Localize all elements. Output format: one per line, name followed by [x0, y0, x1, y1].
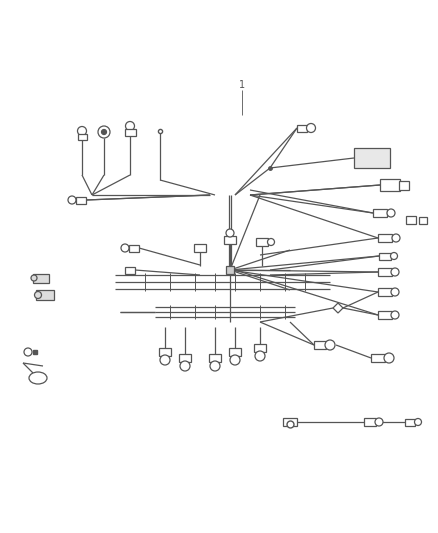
Bar: [179, 354, 191, 362]
Bar: [379, 253, 391, 260]
Bar: [373, 209, 387, 217]
Circle shape: [121, 244, 129, 252]
Bar: [209, 354, 221, 362]
Bar: [224, 236, 236, 244]
Bar: [378, 288, 392, 296]
Bar: [76, 197, 86, 204]
Circle shape: [98, 126, 110, 138]
Bar: [354, 148, 390, 168]
Circle shape: [375, 418, 383, 426]
Polygon shape: [333, 303, 343, 313]
Bar: [33, 273, 49, 282]
Bar: [297, 125, 307, 132]
Circle shape: [78, 126, 86, 135]
Bar: [256, 238, 268, 246]
Circle shape: [31, 275, 37, 281]
Text: 1: 1: [239, 80, 245, 90]
Circle shape: [102, 130, 106, 134]
Bar: [378, 234, 392, 242]
Circle shape: [160, 355, 170, 365]
Circle shape: [126, 122, 134, 131]
Bar: [254, 344, 266, 352]
Circle shape: [414, 418, 421, 425]
Circle shape: [391, 268, 399, 276]
Circle shape: [230, 355, 240, 365]
Bar: [36, 290, 54, 300]
Bar: [283, 418, 297, 426]
Circle shape: [391, 311, 399, 319]
Bar: [406, 216, 416, 224]
Circle shape: [307, 124, 315, 133]
Circle shape: [268, 238, 275, 246]
Bar: [129, 245, 139, 252]
Circle shape: [226, 229, 234, 237]
Bar: [78, 134, 86, 140]
Bar: [159, 348, 171, 356]
Bar: [371, 354, 385, 362]
Bar: [314, 341, 326, 349]
Bar: [229, 348, 241, 356]
Bar: [419, 216, 427, 223]
Bar: [124, 128, 135, 135]
Bar: [194, 244, 206, 252]
Circle shape: [384, 353, 394, 363]
Bar: [405, 418, 415, 425]
Circle shape: [24, 348, 32, 356]
Bar: [399, 181, 409, 190]
Circle shape: [210, 361, 220, 371]
Circle shape: [35, 292, 42, 298]
Bar: [226, 266, 234, 274]
Circle shape: [180, 361, 190, 371]
Circle shape: [325, 340, 335, 350]
Circle shape: [255, 351, 265, 361]
Bar: [378, 311, 392, 319]
Circle shape: [391, 288, 399, 296]
Bar: [380, 179, 400, 191]
Bar: [378, 268, 392, 276]
Circle shape: [392, 234, 400, 242]
Bar: [125, 266, 135, 273]
Bar: [364, 418, 376, 426]
Circle shape: [68, 196, 76, 204]
Circle shape: [391, 253, 398, 260]
Circle shape: [387, 209, 395, 217]
